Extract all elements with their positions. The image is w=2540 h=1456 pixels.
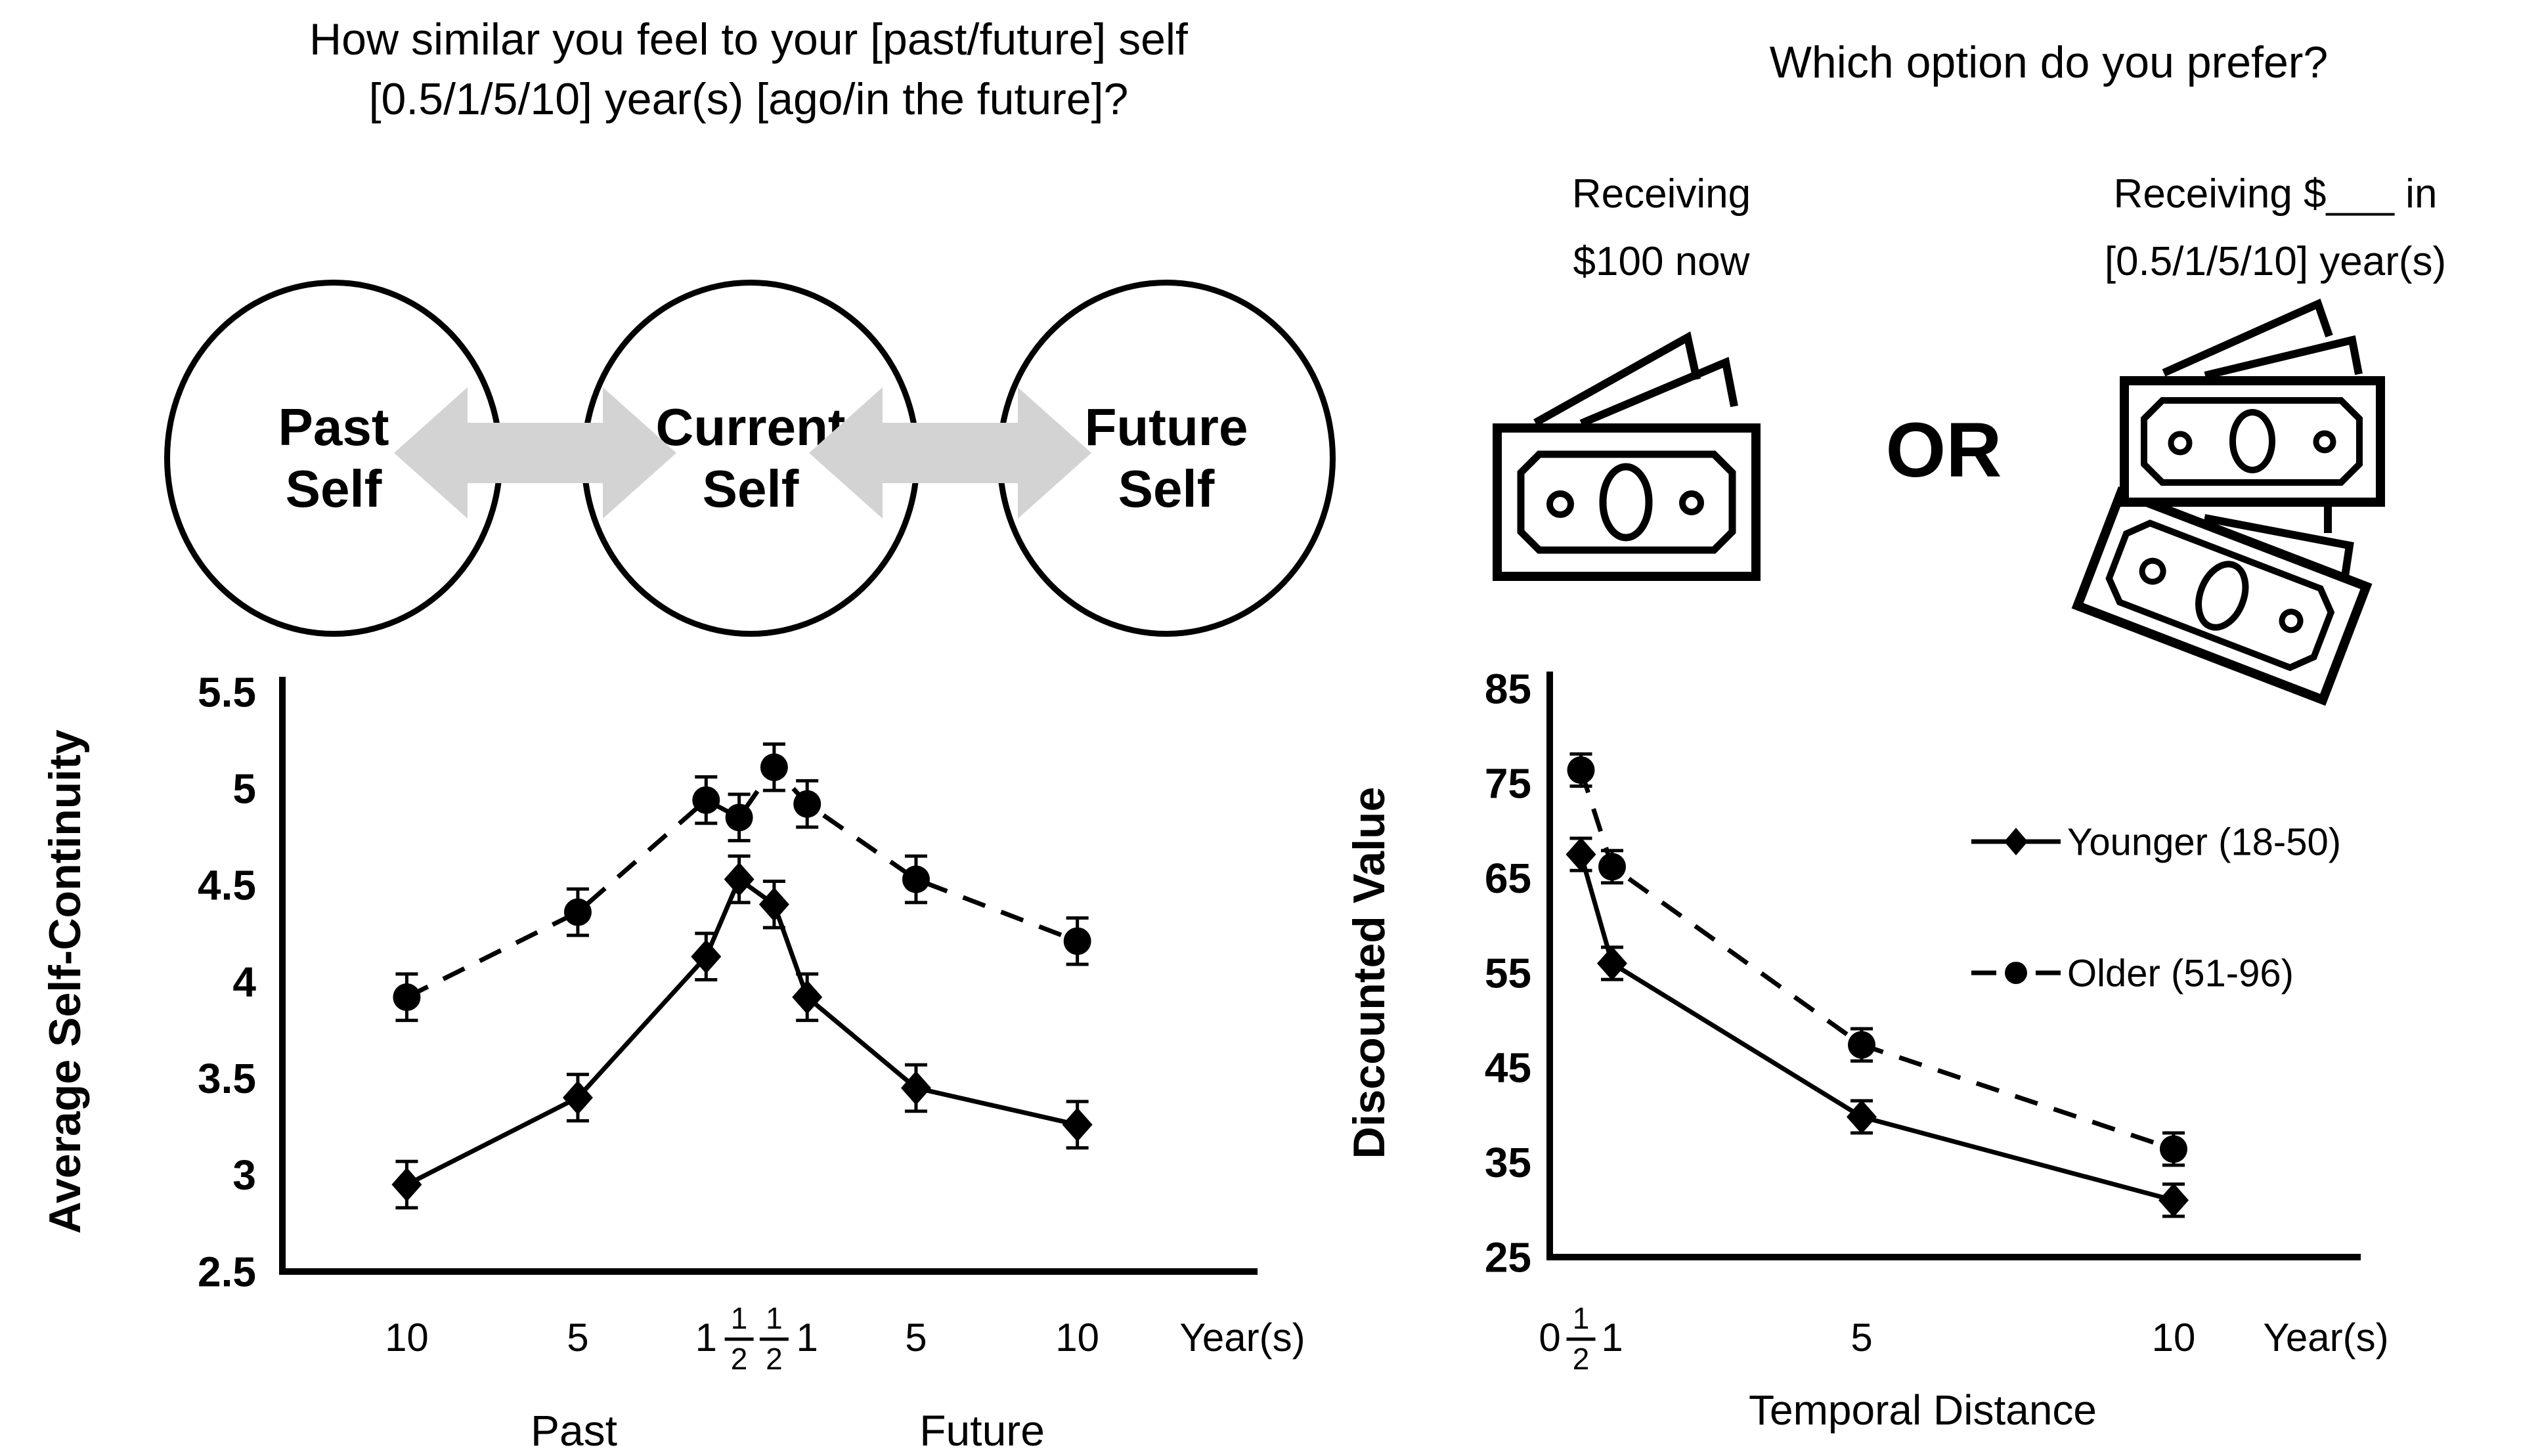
svg-text:75: 75	[1485, 760, 1531, 807]
svg-text:65: 65	[1485, 855, 1531, 902]
svg-text:2.5: 2.5	[198, 1248, 256, 1295]
svg-text:55: 55	[1485, 949, 1531, 996]
svg-text:5: 5	[905, 1316, 927, 1360]
self-continuity-series-younger	[391, 854, 1093, 1210]
legend-label: Older (51-96)	[2067, 952, 2294, 995]
svg-text:3: 3	[232, 1151, 256, 1199]
svg-text:10: 10	[385, 1316, 429, 1360]
self-continuity-axes	[279, 677, 1258, 1275]
svg-text:4: 4	[232, 958, 256, 1006]
svg-text:35: 35	[1485, 1139, 1531, 1186]
svg-text:2: 2	[1573, 1342, 1590, 1376]
past-self-label-line1: Past	[278, 397, 389, 456]
svg-text:5.5: 5.5	[198, 668, 256, 716]
svg-text:5: 5	[1850, 1316, 1872, 1360]
svg-text:1: 1	[731, 1301, 748, 1335]
svg-text:0: 0	[1539, 1316, 1560, 1360]
left-panel-title-line2: [0.5/1/5/10] year(s) [ago/in the future]…	[368, 74, 1129, 125]
double-arrow-icon	[809, 387, 1091, 519]
self-continuity-ylabel: Average Self-Continuity	[40, 729, 90, 1233]
option-later: Receiving $___ in [0.5/1/5/10] year(s)	[2023, 161, 2528, 296]
svg-text:5: 5	[232, 765, 256, 813]
past-self-label-line2: Self	[285, 460, 382, 518]
svg-text:3.5: 3.5	[198, 1055, 256, 1102]
legend-label: Younger (18-50)	[2067, 821, 2341, 863]
future-self-label-line2: Self	[1118, 460, 1215, 518]
self-continuity-group-label: Future	[919, 1406, 1045, 1455]
discounting-series-younger	[1566, 836, 2189, 1218]
money-bill-icon	[1493, 331, 1761, 581]
left-panel-title: How similar you feel to your [past/futur…	[138, 10, 1359, 129]
double-arrow-icon	[394, 387, 676, 519]
svg-text:1: 1	[1601, 1316, 1623, 1360]
svg-text:5: 5	[567, 1316, 588, 1360]
svg-text:85: 85	[1485, 665, 1531, 712]
right-panel-title: Which option do you prefer?	[1769, 37, 2329, 87]
discounting-xlabel: Temporal Distance	[1749, 1386, 2097, 1434]
option-now-line1: Receiving	[1571, 171, 1751, 217]
svg-text:10: 10	[2152, 1316, 2196, 1360]
svg-text:1: 1	[766, 1301, 783, 1335]
left-panel-title-line1: How similar you feel to your [past/futur…	[309, 14, 1188, 64]
option-later-line1: Receiving $___ in	[2113, 171, 2438, 217]
current-self-label-line2: Self	[702, 460, 799, 518]
future-self-label-line1: Future	[1084, 397, 1248, 456]
svg-text:1: 1	[695, 1316, 717, 1360]
self-continuity-ytick-labels: 2.5 3 3.5 4 4.5 5 5.5	[198, 668, 256, 1295]
option-later-line2: [0.5/1/5/10] year(s)	[2104, 238, 2447, 284]
discounting-axes	[1546, 672, 2361, 1260]
self-continuity-series-older	[393, 742, 1091, 1022]
x-unit-label: Year(s)	[1179, 1316, 1305, 1360]
self-continuity-arrows	[394, 387, 1091, 519]
option-now: Receiving $100 now	[1497, 161, 1826, 296]
discounting-ytick-labels: 25 35 45 55 65 75 85	[1485, 665, 1531, 1281]
discounting-xtick-labels: 0 12 1 5 10 Year(s)	[1539, 1301, 2388, 1376]
self-continuity-group-label: Past	[531, 1406, 617, 1455]
or-label: OR	[1885, 407, 2002, 494]
svg-text:2: 2	[766, 1342, 783, 1376]
current-self-label-line1: Current	[655, 397, 846, 456]
svg-text:4.5: 4.5	[198, 862, 256, 909]
svg-text:25: 25	[1485, 1233, 1531, 1281]
money-stack-icon	[2071, 298, 2385, 706]
discounting-legend: Younger (18-50) Older (51-96)	[1971, 821, 2341, 995]
x-unit-label: Year(s)	[2263, 1316, 2388, 1360]
svg-text:1: 1	[797, 1316, 818, 1360]
svg-text:2: 2	[731, 1342, 748, 1376]
svg-text:10: 10	[1055, 1316, 1099, 1360]
option-now-line2: $100 now	[1573, 238, 1750, 284]
discounting-series-older	[1567, 752, 2187, 1167]
svg-text:1: 1	[1573, 1301, 1590, 1335]
svg-text:45: 45	[1485, 1044, 1531, 1092]
discounting-ylabel: Discounted Value	[1346, 787, 1394, 1159]
